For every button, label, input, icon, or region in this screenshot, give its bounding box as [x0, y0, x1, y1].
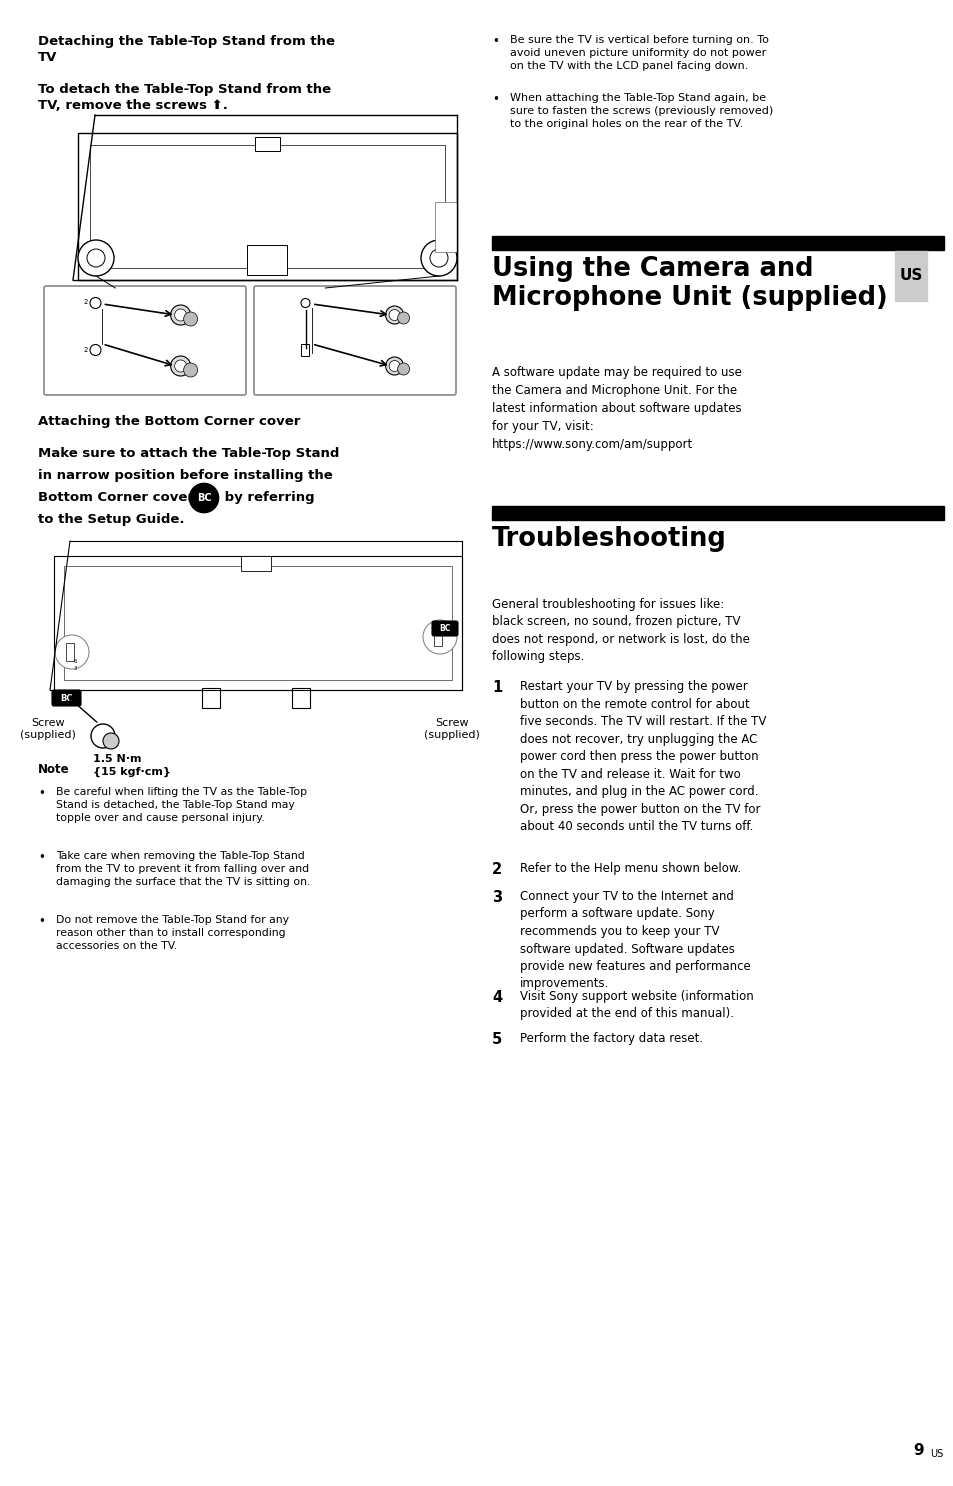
Bar: [66, 643, 74, 661]
Circle shape: [389, 309, 399, 321]
FancyBboxPatch shape: [44, 285, 246, 395]
Text: To detach the Table-Top Stand from the
TV, remove the screws ⬆.: To detach the Table-Top Stand from the T…: [38, 83, 331, 111]
Bar: [78, 134, 456, 279]
Circle shape: [78, 241, 113, 276]
FancyBboxPatch shape: [253, 285, 456, 395]
Circle shape: [91, 724, 115, 747]
Circle shape: [183, 363, 197, 377]
Bar: [434, 629, 441, 646]
Text: Attaching the Bottom Corner cover: Attaching the Bottom Corner cover: [38, 415, 300, 428]
Text: Take care when removing the Table-Top Stand
from the TV to prevent it from falli: Take care when removing the Table-Top St…: [56, 851, 310, 887]
Text: •: •: [38, 788, 45, 799]
Text: Be careful when lifting the TV as the Table-Top
Stand is detached, the Table-Top: Be careful when lifting the TV as the Ta…: [56, 788, 307, 823]
Text: by referring: by referring: [220, 490, 314, 504]
Text: Do not remove the Table-Top Stand for any
reason other than to install correspon: Do not remove the Table-Top Stand for an…: [56, 914, 289, 951]
Bar: [301, 343, 309, 357]
Text: 1.5 N·m
{15 kgf·cm}: 1.5 N·m {15 kgf·cm}: [92, 753, 171, 777]
Text: Bottom Corner cover: Bottom Corner cover: [38, 490, 198, 504]
Bar: [241, 556, 271, 571]
Circle shape: [171, 305, 191, 325]
Bar: [64, 566, 452, 681]
Text: •: •: [38, 914, 45, 927]
Text: •: •: [492, 36, 498, 48]
Text: General troubleshooting for issues like:
black screen, no sound, frozen picture,: General troubleshooting for issues like:…: [492, 597, 749, 664]
Text: to the Setup Guide.: to the Setup Guide.: [38, 513, 184, 526]
Circle shape: [385, 357, 403, 374]
Circle shape: [397, 312, 409, 324]
Text: Visit Sony support website (information
provided at the end of this manual).: Visit Sony support website (information …: [519, 990, 753, 1021]
Circle shape: [174, 309, 187, 321]
Text: 5: 5: [492, 1031, 501, 1048]
Text: 2: 2: [83, 299, 88, 305]
Circle shape: [389, 361, 399, 372]
Bar: [255, 137, 279, 152]
Circle shape: [87, 250, 105, 267]
Text: US: US: [899, 269, 922, 284]
Text: Restart your TV by pressing the power
button on the remote control for about
fiv: Restart your TV by pressing the power bu…: [519, 681, 765, 834]
Text: Be sure the TV is vertical before turning on. To
avoid uneven picture uniformity: Be sure the TV is vertical before turnin…: [510, 36, 768, 71]
Text: When attaching the Table-Top Stand again, be
sure to fasten the screws (previous: When attaching the Table-Top Stand again…: [510, 94, 773, 129]
Circle shape: [55, 635, 89, 669]
Text: Refer to the Help menu shown below.: Refer to the Help menu shown below.: [519, 862, 740, 875]
FancyBboxPatch shape: [432, 621, 457, 636]
Text: 4: 4: [492, 990, 501, 1005]
Text: Screw
(supplied): Screw (supplied): [424, 718, 479, 740]
FancyBboxPatch shape: [52, 690, 81, 706]
Text: 2: 2: [492, 862, 501, 877]
Text: Screw
(supplied): Screw (supplied): [20, 718, 76, 740]
Circle shape: [171, 357, 191, 376]
Text: 9: 9: [912, 1443, 923, 1458]
Text: Detaching the Table-Top Stand from the
TV: Detaching the Table-Top Stand from the T…: [38, 36, 335, 64]
Text: 2: 2: [83, 348, 88, 354]
Circle shape: [183, 312, 197, 325]
Bar: [90, 146, 444, 267]
Circle shape: [422, 620, 456, 654]
Bar: [492, 236, 943, 250]
Bar: [247, 245, 287, 275]
Text: Using the Camera and
Microphone Unit (supplied): Using the Camera and Microphone Unit (su…: [492, 256, 887, 311]
Text: BC: BC: [196, 493, 212, 502]
Bar: [894, 251, 926, 302]
Text: 1: 1: [492, 681, 501, 695]
Bar: [292, 688, 310, 707]
Circle shape: [430, 250, 448, 267]
Text: BC: BC: [60, 694, 72, 703]
Circle shape: [90, 297, 101, 309]
Bar: [492, 507, 943, 520]
Circle shape: [301, 299, 310, 308]
Text: US: US: [929, 1449, 943, 1459]
Text: 6
3: 6 3: [74, 660, 77, 670]
Text: in narrow position before installing the: in narrow position before installing the: [38, 470, 333, 481]
Text: Troubleshooting: Troubleshooting: [492, 526, 726, 551]
Text: Perform the factory data reset.: Perform the factory data reset.: [519, 1031, 702, 1045]
Text: •: •: [38, 851, 45, 863]
Circle shape: [190, 483, 218, 513]
Bar: [202, 688, 220, 707]
Bar: [435, 202, 456, 253]
Circle shape: [385, 306, 403, 324]
Text: 3: 3: [492, 890, 501, 905]
Text: A software update may be required to use
the Camera and Microphone Unit. For the: A software update may be required to use…: [492, 366, 741, 450]
Bar: [54, 556, 461, 690]
Text: Note: Note: [38, 762, 70, 776]
Text: •: •: [492, 94, 498, 106]
Text: BC: BC: [438, 624, 450, 633]
Circle shape: [103, 733, 119, 749]
Circle shape: [397, 363, 409, 374]
Circle shape: [420, 241, 456, 276]
Circle shape: [174, 360, 187, 372]
Text: Make sure to attach the Table-Top Stand: Make sure to attach the Table-Top Stand: [38, 447, 339, 461]
Circle shape: [90, 345, 101, 355]
Text: Connect your TV to the Internet and
perform a software update. Sony
recommends y: Connect your TV to the Internet and perf…: [519, 890, 750, 991]
